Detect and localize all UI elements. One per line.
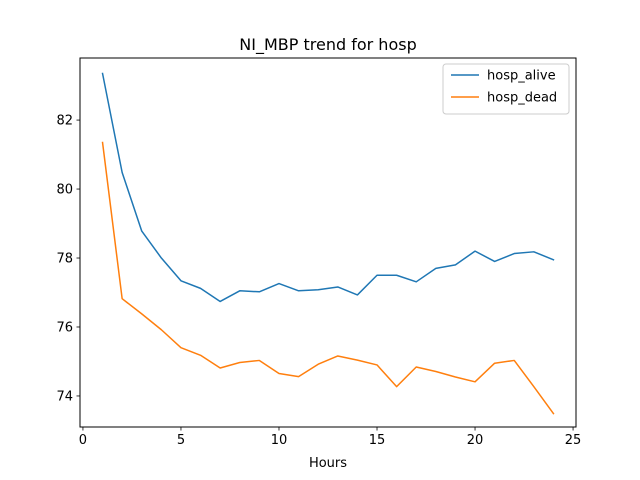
series-line-hosp_alive [101, 72, 555, 303]
y-tick-label: 80 [56, 183, 73, 198]
x-tick-label: 25 [565, 433, 582, 448]
x-tick-label: 0 [79, 433, 87, 448]
legend-label-hosp_dead: hosp_dead [487, 91, 557, 106]
plot-lines [101, 72, 555, 415]
legend-box [442, 63, 570, 115]
y-tick-label: 78 [56, 252, 73, 267]
x-tick-label: 5 [177, 433, 185, 448]
x-axis-title: Hours [309, 456, 347, 471]
plot-frame [79, 57, 577, 428]
x-tick-label: 15 [369, 433, 386, 448]
x-axis: 0 5 10 15 20 25 [79, 427, 582, 448]
legend-label-hosp_alive: hosp_alive [487, 69, 556, 84]
x-tick-label: 20 [467, 433, 484, 448]
y-tick-label: 82 [56, 114, 73, 129]
y-tick-label: 74 [56, 389, 73, 404]
legend: hosp_alive hosp_dead [442, 63, 570, 115]
y-tick-label: 76 [56, 320, 73, 335]
y-axis: 74 76 78 80 82 [56, 114, 80, 404]
chart-title: NI_MBP trend for hosp [239, 35, 416, 55]
series-line-hosp_dead [101, 141, 555, 415]
x-tick-label: 10 [271, 433, 288, 448]
